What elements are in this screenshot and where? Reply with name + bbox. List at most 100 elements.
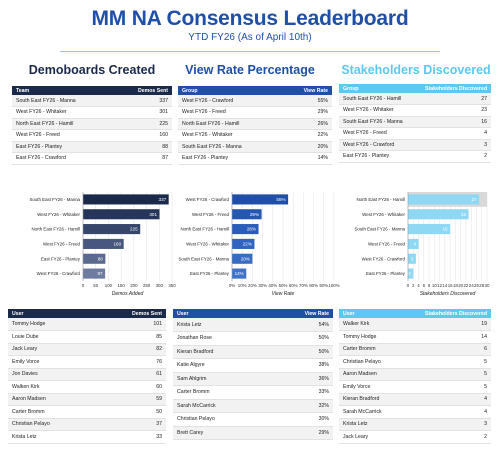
bar-value-label: 23 <box>461 212 467 217</box>
table-row: Emily Vorce 5 <box>339 380 491 394</box>
row-value: 76 <box>87 355 166 369</box>
row-value: 23 <box>415 104 491 117</box>
header-divider <box>60 51 440 52</box>
row-value: 3 <box>415 139 491 151</box>
section-title-demoboards: Demoboards Created <box>28 63 156 77</box>
bar[interactable] <box>83 224 141 235</box>
bar[interactable] <box>83 253 106 264</box>
y-category-label: East FY26 - Plantey <box>41 256 81 261</box>
row-label: Krista Letz <box>173 318 253 332</box>
column-header[interactable]: Demos Sent <box>92 86 172 95</box>
column-header[interactable]: View Rate <box>255 86 332 95</box>
x-tick-label: 40% <box>268 283 277 288</box>
table-row: West FY26 - Freed 29% <box>178 106 332 119</box>
bar[interactable] <box>408 253 416 264</box>
column-header[interactable]: Stakeholders Discovered <box>415 309 491 318</box>
row-value: 5 <box>415 368 491 381</box>
x-tick-label: 350 <box>168 283 176 288</box>
column-header[interactable]: Team <box>12 86 92 95</box>
column-header[interactable]: Demos Sent <box>87 309 166 318</box>
x-tick-label: 150 <box>117 283 125 288</box>
bar[interactable] <box>408 268 414 279</box>
bar-value-label: 301 <box>149 212 157 217</box>
demoboards-chart: 0 50 100 150 200 250 300 350 South East FY26 - M… <box>8 186 178 303</box>
x-tick-label: 100 <box>105 283 113 288</box>
bar[interactable] <box>408 209 469 220</box>
bar[interactable] <box>83 238 124 249</box>
row-label: West FY26 - Crawford <box>339 139 415 151</box>
bar[interactable] <box>232 209 262 220</box>
row-value: 14% <box>255 152 332 165</box>
x-tick-label: 30% <box>258 283 267 288</box>
demoboards-group-table: Team Demos Sent South East FY26 - Manna 337… <box>12 86 172 165</box>
row-value: 4 <box>415 127 491 140</box>
bar-value-label: 225 <box>130 227 138 232</box>
stakeholders-group-table: Group Stakeholders Discovered South East F… <box>339 84 491 163</box>
column-header[interactable]: Group <box>339 84 415 93</box>
row-value: 50 <box>87 405 166 419</box>
bar-value-label: 3 <box>411 256 414 261</box>
row-value: 27 <box>415 93 491 105</box>
row-value: 160 <box>92 129 172 142</box>
row-label: South East FY26 - Manna <box>339 116 415 128</box>
table-row: Kieran Bradford 50% <box>173 345 333 359</box>
row-label: Walker Kirk <box>339 318 415 331</box>
bar[interactable] <box>232 268 247 279</box>
row-label: East FY26 - Plantey <box>12 141 92 153</box>
x-tick-label: 80% <box>309 283 318 288</box>
bar[interactable] <box>83 194 169 205</box>
table-row: Jack Leary 82 <box>8 343 166 356</box>
section-title-view-rate: View Rate Percentage <box>185 63 315 77</box>
table-row: North East FY26 - Hamill 26% <box>178 118 332 130</box>
bar[interactable] <box>83 268 106 279</box>
row-label: Walken Kirk <box>8 380 87 394</box>
y-category-label: South East FY26 - Manna <box>178 256 229 261</box>
table-row: East FY26 - Plantey 14% <box>178 152 332 165</box>
row-value: 32% <box>253 399 333 413</box>
y-category-label: West FY26 - Crawford <box>186 197 230 202</box>
table-row: Tommy Hodge 101 <box>8 318 166 331</box>
bar[interactable] <box>83 209 160 220</box>
table-row: Jonathan Rose 50% <box>173 331 333 346</box>
row-label: Sam Ahlgrim <box>173 372 253 386</box>
row-label: South East FY26 - Manna <box>12 95 92 107</box>
column-header[interactable]: Stakeholders Discovered <box>415 84 491 93</box>
column-header[interactable]: Group <box>178 86 255 95</box>
row-label: West FY26 - Freed <box>178 106 255 119</box>
row-value: 4 <box>415 405 491 419</box>
x-tick-label: 0 <box>82 283 85 288</box>
row-value: 38% <box>253 358 333 373</box>
bar-value-label: 16 <box>443 227 449 232</box>
x-tick-label: 0 <box>407 283 410 288</box>
row-value: 37 <box>87 418 166 431</box>
y-category-label: West FY26 - Crawford <box>362 256 406 261</box>
bar[interactable] <box>232 194 289 205</box>
bar[interactable] <box>232 238 255 249</box>
row-label: North East FY26 - Hamill <box>12 118 92 130</box>
table-row: South East FY26 - Hamill 27 <box>339 93 491 105</box>
column-header[interactable]: User <box>8 309 87 318</box>
bar[interactable] <box>408 194 480 205</box>
row-label: West FY26 - Freed <box>339 127 415 140</box>
row-value: 6 <box>415 343 491 356</box>
table-row: Aaron Madsen 59 <box>8 393 166 406</box>
row-value: 16 <box>415 116 491 128</box>
row-label: Jonathan Rose <box>173 331 253 346</box>
row-value: 59 <box>87 393 166 406</box>
table-row: Christian Pelayo 30% <box>173 412 333 427</box>
column-header[interactable]: View Rate <box>253 309 333 318</box>
column-header[interactable]: User <box>173 309 253 318</box>
bar-value-label: 26% <box>247 227 256 232</box>
y-category-label: West FY26 - Whitaker <box>186 242 229 247</box>
x-tick-label: 26 <box>474 283 479 288</box>
row-label: South East FY26 - Hamill <box>339 93 415 105</box>
bar[interactable] <box>232 253 253 264</box>
bar[interactable] <box>408 224 451 235</box>
chart-svg: 0 50 100 150 200 250 300 350 South East FY26 - M… <box>29 192 176 297</box>
bar[interactable] <box>408 238 419 249</box>
chart-svg: 0% 10% 20% 30% 40% 50% 60% 70% 80% 90% 100%West FY… <box>178 192 340 297</box>
row-label: Jack Leary <box>8 343 87 356</box>
y-category-label: North East FY26 - Hamill <box>356 197 405 202</box>
column-header[interactable]: User <box>339 309 415 318</box>
bar[interactable] <box>232 224 259 235</box>
